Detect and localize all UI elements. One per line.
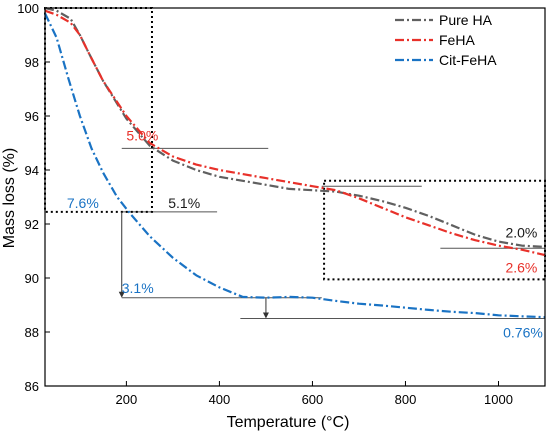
legend: Pure HA FeHA Cit-FeHA [395,12,497,68]
annotation-label: 3.1% [122,280,154,296]
x-axis-title: Temperature (°C) [227,414,350,431]
x-tick-label: 600 [302,392,324,407]
axes: 200 400 600 800 1000 86 88 90 92 94 96 98 100 [17,1,546,407]
y-tick-label: 94 [25,163,39,178]
annotation-label: 2.0% [505,225,537,241]
legend-label: Cit-FeHA [439,52,497,68]
annotation-label: 5.1% [168,195,200,211]
y-axis-title: Mass loss (%) [1,148,18,248]
y-tick-label: 90 [25,271,39,286]
y-tick-label: 100 [17,1,39,16]
arrow-head [118,291,125,298]
legend-label: Pure HA [439,12,493,28]
series-line-3 [44,12,546,319]
annotation-label: 5.0% [126,127,158,143]
x-tick-label: 400 [209,392,231,407]
x-tick-label: 1000 [484,392,513,407]
legend-label: FeHA [439,32,475,48]
arrow-head [262,312,269,319]
annotation-label: 0.76% [503,324,543,340]
series-line-1 [44,6,546,248]
y-tick-label: 86 [25,379,39,394]
arrows [118,211,269,319]
y-tick-label: 92 [25,217,39,232]
series-layer [44,6,546,319]
y-tick-label: 98 [25,55,39,70]
x-tick-label: 800 [395,392,417,407]
highlight-boxes [44,7,546,281]
y-tick-label: 88 [25,325,39,340]
plot-frame [44,7,546,387]
annotations: 5.0% 5.1% 7.6% 3.1% 2.0% 2.6% 0.76% [67,127,543,340]
y-tick-label: 96 [25,109,39,124]
annotation-label: 2.6% [505,260,537,276]
reference-lines [121,147,545,319]
annotation-label: 7.6% [67,195,99,211]
x-tick-label: 200 [116,392,138,407]
series-line-2 [44,9,546,257]
highlight-box [44,7,153,213]
